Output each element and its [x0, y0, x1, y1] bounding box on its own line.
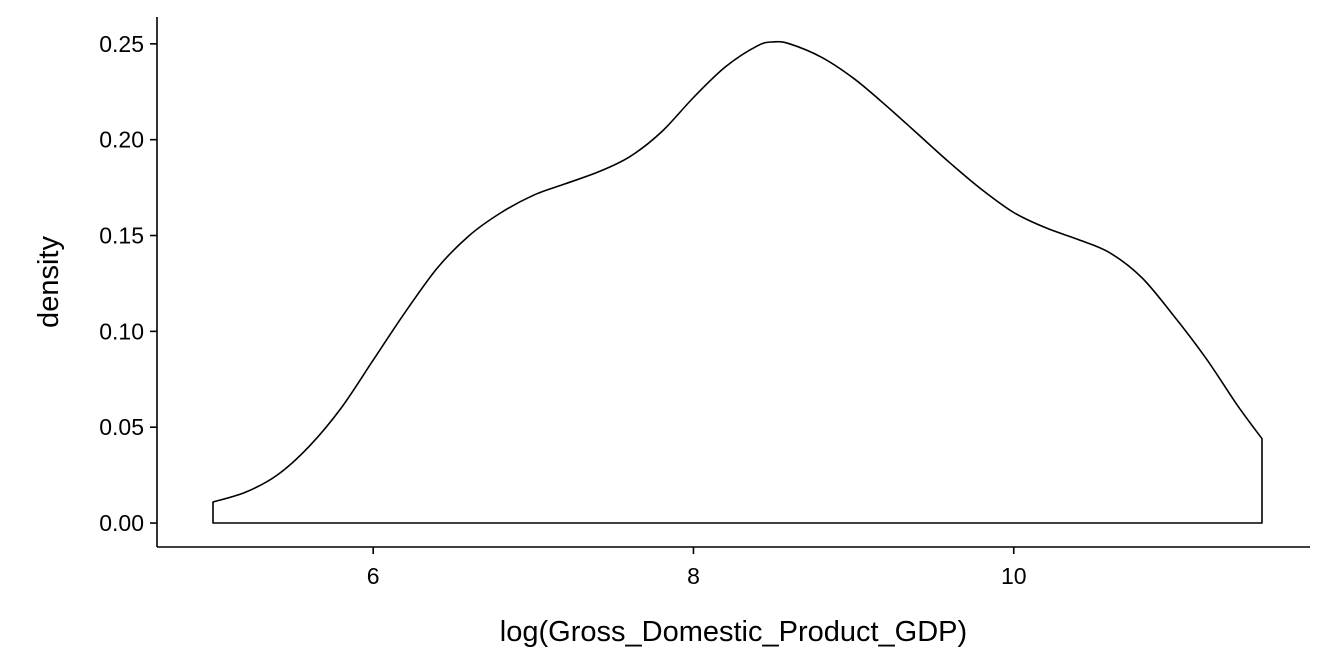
y-axis-ticks: 0.00 0.05 0.10 0.15 0.20 0.25	[99, 31, 157, 536]
x-tick-label: 8	[687, 563, 700, 589]
y-tick-label: 0.15	[99, 223, 144, 249]
y-tick-label: 0.10	[99, 318, 144, 344]
y-tick-label: 0.05	[99, 414, 144, 440]
x-tick-label: 6	[367, 563, 380, 589]
y-tick-label: 0.25	[99, 31, 144, 57]
y-axis-title: density	[33, 236, 65, 328]
plot-area	[212, 40, 1263, 524]
x-tick-label: 10	[1001, 563, 1027, 589]
y-tick-label: 0.20	[99, 127, 144, 153]
y-tick-label: 0.00	[99, 510, 144, 536]
density-curve	[212, 40, 1263, 524]
x-axis-title: log(Gross_Domestic_Product_GDP)	[500, 616, 967, 648]
x-axis-ticks: 6 8 10	[367, 547, 1027, 589]
